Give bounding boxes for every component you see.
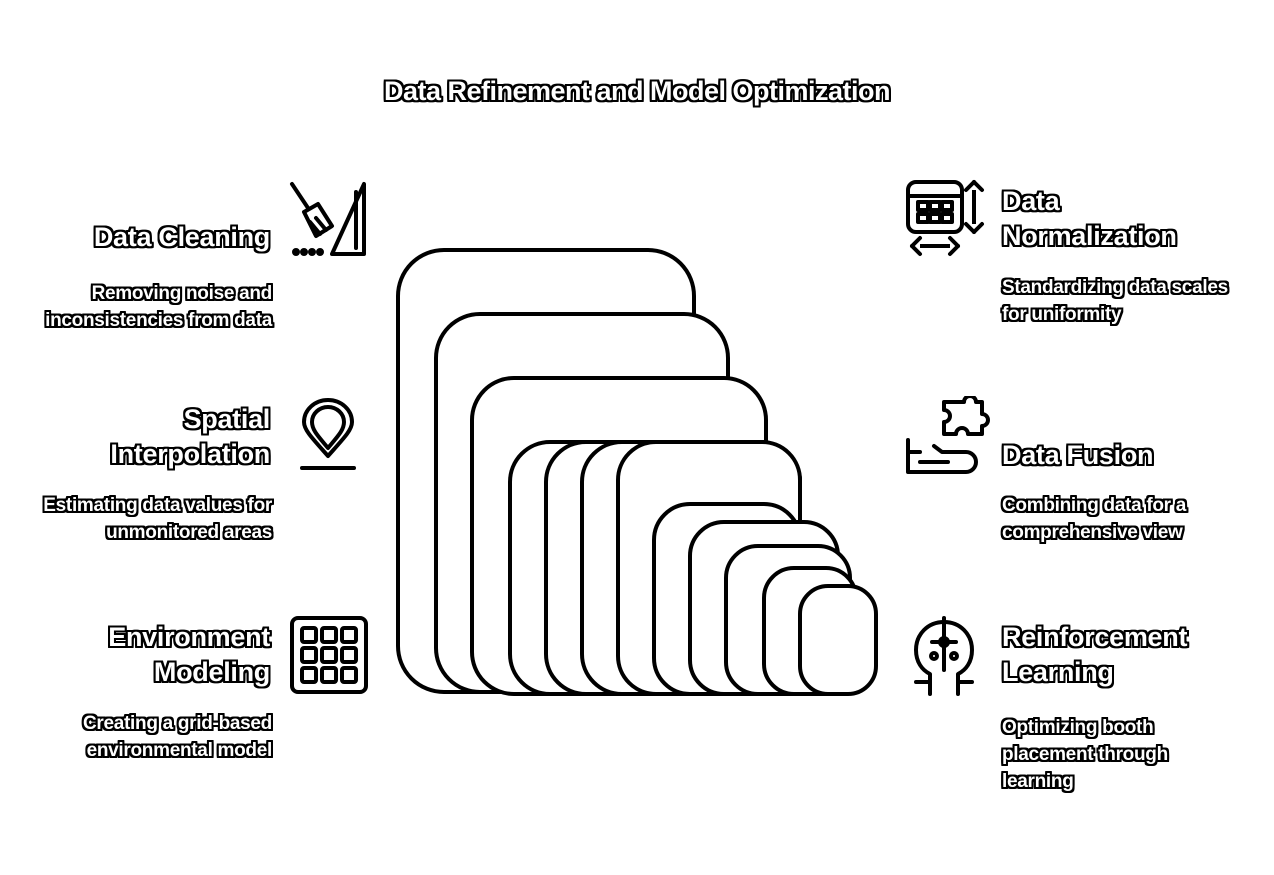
heading-spatial-interpolation: Spatial Interpolation xyxy=(110,404,270,469)
desc-environment-modeling: Creating a grid-based environmental mode… xyxy=(82,713,272,761)
puzzle-hand-icon xyxy=(906,396,990,474)
desc-data-fusion: Combining data for a comprehensive view xyxy=(1002,495,1187,543)
heading-reinforcement-learning: Reinforcement Learning xyxy=(1002,622,1188,687)
map-pin-icon xyxy=(300,398,356,470)
desc-data-normalization: Standardizing data scales for uniformity xyxy=(1002,277,1228,325)
desc-spatial-interpolation: Estimating data values for unmonitored a… xyxy=(43,495,272,543)
stack-layers xyxy=(396,248,878,696)
heading-environment-modeling: Environment Modeling xyxy=(108,622,270,687)
stack-layer-12 xyxy=(798,584,878,696)
broom-icon xyxy=(290,182,366,256)
heading-data-cleaning: Data Cleaning xyxy=(93,222,270,252)
heading-data-fusion: Data Fusion xyxy=(1002,440,1154,470)
heading-data-normalization: Data Normalization xyxy=(1002,186,1177,251)
table-resize-icon xyxy=(906,180,984,256)
desc-data-cleaning: Removing noise and inconsistencies from … xyxy=(45,283,272,331)
desc-reinforcement-learning: Optimizing booth placement through learn… xyxy=(1002,717,1168,792)
diagram-title: Data Refinement and Model Optimization xyxy=(383,76,891,106)
grid-icon xyxy=(290,616,368,694)
brain-circuit-icon xyxy=(914,616,974,696)
